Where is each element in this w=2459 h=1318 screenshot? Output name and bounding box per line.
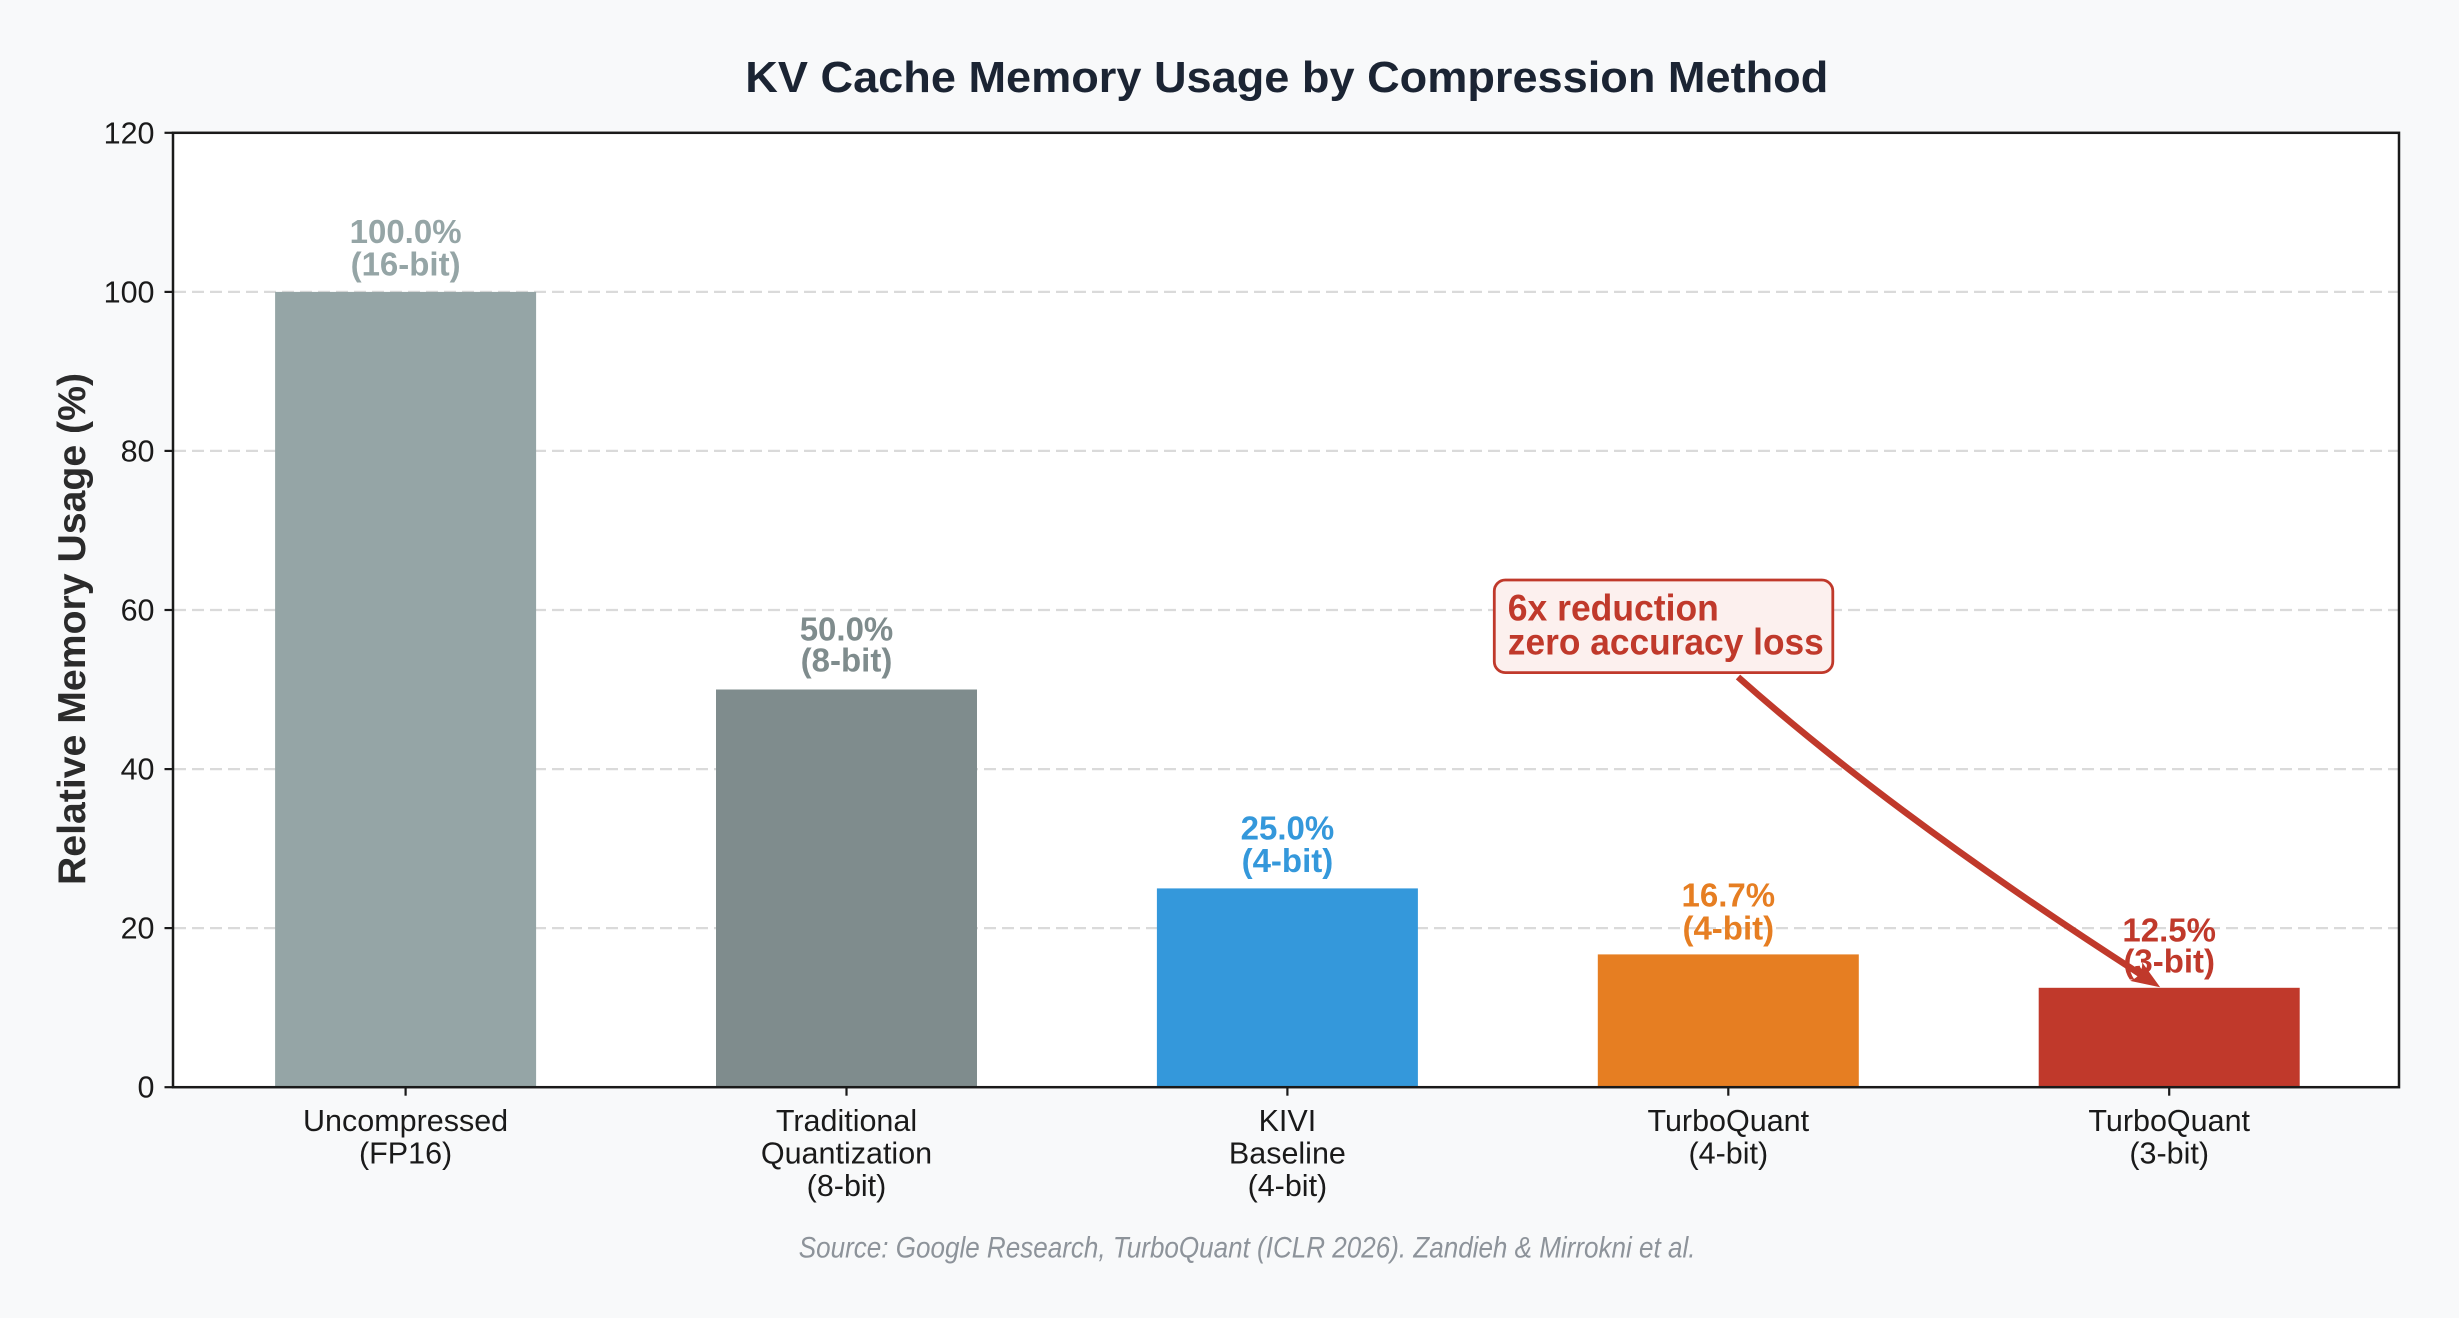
svg-text:(3-bit): (3-bit) bbox=[2129, 1137, 2209, 1171]
svg-text:(4-bit): (4-bit) bbox=[1682, 910, 1774, 947]
svg-text:KIVI: KIVI bbox=[1259, 1104, 1317, 1138]
svg-text:80: 80 bbox=[121, 434, 155, 468]
svg-text:(8-bit): (8-bit) bbox=[807, 1169, 887, 1203]
svg-text:40: 40 bbox=[121, 753, 155, 787]
svg-text:16.7%: 16.7% bbox=[1682, 877, 1776, 914]
svg-text:(4-bit): (4-bit) bbox=[1242, 842, 1334, 879]
svg-text:(16-bit): (16-bit) bbox=[351, 245, 461, 282]
svg-text:Source: Google Research, Turbo: Source: Google Research, TurboQuant (ICL… bbox=[799, 1232, 1696, 1265]
svg-text:Baseline: Baseline bbox=[1229, 1137, 1346, 1171]
svg-text:(4-bit): (4-bit) bbox=[1688, 1137, 1768, 1171]
svg-text:20: 20 bbox=[121, 912, 155, 946]
svg-text:25.0%: 25.0% bbox=[1241, 809, 1335, 846]
svg-text:zero accuracy loss: zero accuracy loss bbox=[1508, 622, 1824, 663]
svg-text:(8-bit): (8-bit) bbox=[801, 642, 893, 679]
svg-text:100: 100 bbox=[104, 275, 155, 309]
svg-text:(4-bit): (4-bit) bbox=[1248, 1169, 1328, 1203]
svg-text:TurboQuant: TurboQuant bbox=[2088, 1104, 2250, 1138]
svg-text:50.0%: 50.0% bbox=[800, 611, 894, 648]
svg-text:(FP16): (FP16) bbox=[359, 1137, 452, 1171]
svg-text:KV Cache Memory Usage by Compr: KV Cache Memory Usage by Compression Met… bbox=[745, 53, 1828, 102]
svg-text:100.0%: 100.0% bbox=[350, 213, 462, 250]
svg-text:Quantization: Quantization bbox=[761, 1137, 932, 1171]
svg-text:12.5%: 12.5% bbox=[2122, 912, 2216, 949]
svg-text:120: 120 bbox=[104, 116, 155, 150]
svg-text:0: 0 bbox=[138, 1071, 155, 1105]
svg-text:Uncompressed: Uncompressed bbox=[303, 1104, 508, 1138]
svg-text:60: 60 bbox=[121, 594, 155, 628]
svg-text:Traditional: Traditional bbox=[776, 1104, 917, 1138]
svg-text:Relative Memory Usage (%): Relative Memory Usage (%) bbox=[51, 373, 94, 885]
svg-text:6x reduction: 6x reduction bbox=[1508, 588, 1719, 629]
svg-text:TurboQuant: TurboQuant bbox=[1647, 1104, 1809, 1138]
